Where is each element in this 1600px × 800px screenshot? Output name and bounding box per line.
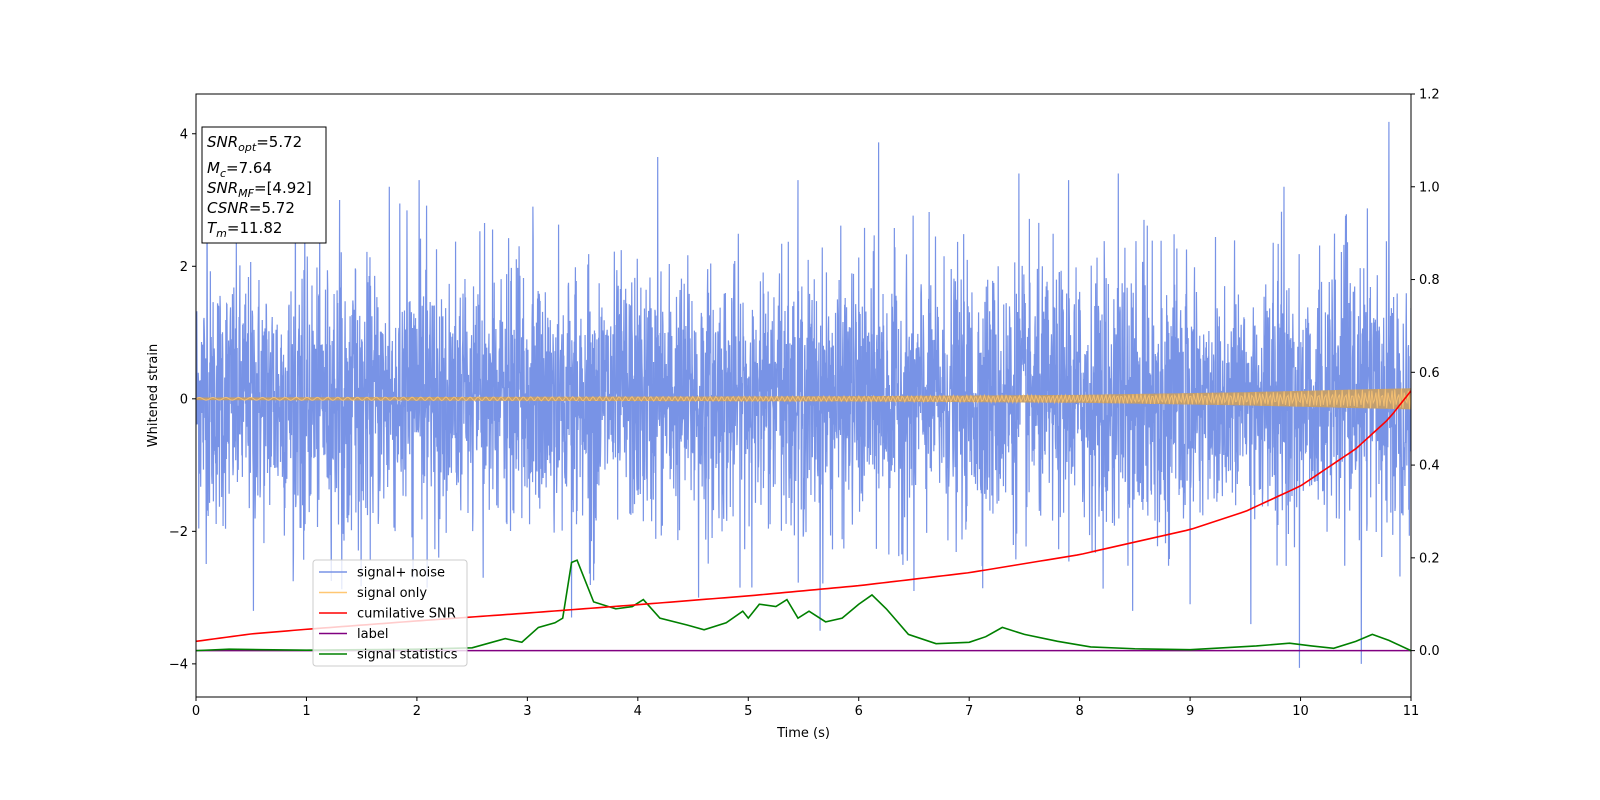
legend-label: signal only [357, 586, 427, 601]
x-tick-label: 7 [965, 704, 973, 719]
annotation-tm: Tm=11.82 [207, 219, 282, 240]
x-tick-label: 5 [744, 704, 752, 719]
x-tick-label: 4 [634, 704, 642, 719]
series-signal-statistics [196, 559, 1411, 652]
y-left-tick-label: −2 [169, 525, 188, 540]
y-right-tick-label: 0.8 [1419, 273, 1440, 288]
y-left-tick-label: 0 [180, 392, 188, 407]
series-signal-only-band [196, 388, 1411, 410]
x-tick-label: 0 [192, 704, 200, 719]
legend-label: signal+ noise [357, 566, 445, 581]
annotation-mc: Mc=7.64 [207, 159, 272, 180]
x-tick-label: 1 [302, 704, 310, 719]
legend: signal+ noise signal only cumilative SNR la… [312, 559, 468, 667]
x-tick-label: 2 [413, 704, 421, 719]
legend-label: label [357, 627, 388, 642]
x-tick-label: 9 [1186, 704, 1194, 719]
y-right-tick-label: 0.6 [1419, 366, 1440, 381]
x-tick-label: 3 [523, 704, 531, 719]
y-right-tick-label: 0.2 [1419, 551, 1440, 566]
series-signal-noise [196, 121, 1411, 668]
legend-label: cumilative SNR [357, 607, 456, 622]
y-left-tick-label: 4 [180, 127, 188, 142]
legend-frame [312, 559, 468, 667]
x-tick-label: 10 [1292, 704, 1309, 719]
y-left-tick-label: −4 [169, 657, 188, 672]
y-right-tick-label: 0.4 [1419, 459, 1440, 474]
y-right-tick-label: 1.0 [1419, 180, 1440, 195]
y-left-tick-label: 2 [180, 260, 188, 275]
x-tick-label: 6 [855, 704, 863, 719]
legend-label: signal statistics [357, 648, 458, 663]
stats-annotation-box: SNRopt=5.72 Mc=7.64 SNRMF=[4.92] CSNR=5.… [201, 126, 327, 244]
series-signal-only [196, 388, 1411, 410]
annotation-snr-mf: SNRMF=[4.92] [207, 179, 312, 200]
x-tick-label: 8 [1075, 704, 1083, 719]
annotation-frame [201, 126, 327, 244]
legend-items: signal+ noise signal only cumilative SNR la… [319, 566, 458, 663]
y-right-tick-label: 0.0 [1419, 644, 1440, 659]
y-right-tick-label: 1.2 [1419, 88, 1440, 103]
annotation-csnr: CSNR=5.72 [207, 199, 295, 217]
axes-ticks: 0 1 2 3 4 5 6 7 8 9 10 11 −4 −2 0 2 4 0.0 0.2 0.4 0.6 0.8 1.0 1… [169, 88, 1440, 720]
x-axis-label: Time (s) [776, 726, 830, 741]
plot-frame [195, 93, 1412, 698]
y-axis-label: Whitened strain [146, 344, 161, 447]
x-tick-label: 11 [1403, 704, 1420, 719]
annotation-snr-opt: SNRopt=5.72 [207, 133, 302, 154]
